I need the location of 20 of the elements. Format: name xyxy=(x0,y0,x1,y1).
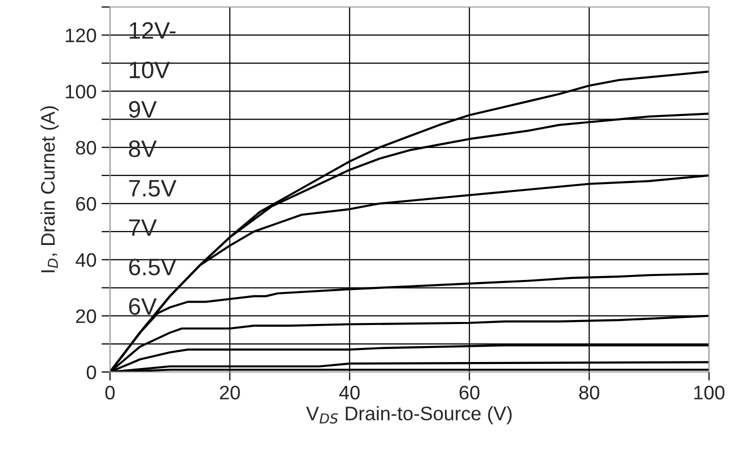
y-tick-label: 120 xyxy=(66,28,96,42)
x-tick-label: 80 xyxy=(579,386,600,400)
y-tick-label: 40 xyxy=(76,253,96,267)
x-tick-label: 100 xyxy=(694,386,724,400)
annotation: 7.5V xyxy=(129,180,176,197)
y-tick-label: 0 xyxy=(86,365,96,380)
annotation: 9V xyxy=(129,101,157,118)
x-axis-title: V$_{DS}$ Drain-to-Source (V) xyxy=(306,406,512,424)
y-tick-label: 80 xyxy=(76,140,96,155)
x-tick-label: 40 xyxy=(339,386,360,400)
x-tick-label: 60 xyxy=(460,386,480,400)
x-tick-label: 0 xyxy=(105,386,115,400)
annotation: 6V xyxy=(129,298,157,315)
y-tick-label: 100 xyxy=(66,84,96,98)
annotation: 6.5V xyxy=(129,258,176,276)
x-tick-label: 20 xyxy=(220,386,240,400)
annotation: 10V xyxy=(130,62,170,78)
y-tick-label: 20 xyxy=(76,309,96,324)
y-tick-label: 60 xyxy=(76,197,96,211)
y-axis-title: I$_{D}$, Drain Curnet (A) xyxy=(40,106,59,272)
